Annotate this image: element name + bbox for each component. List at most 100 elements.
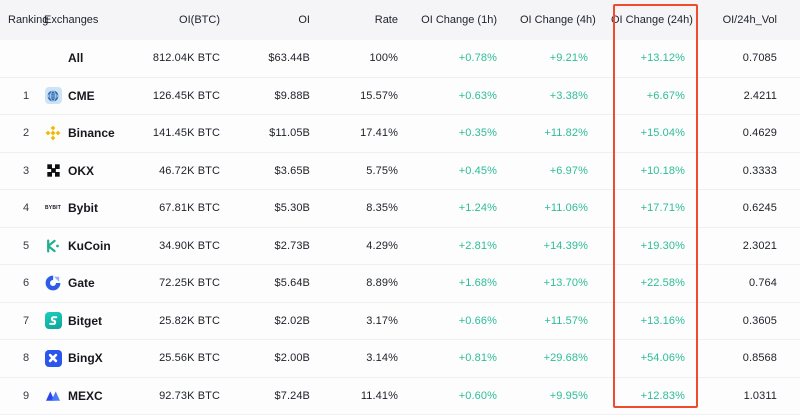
- table-body: All 812.04K BTC $63.44B 100% +0.78% +9.21% +13…: [0, 40, 800, 415]
- exchange-row-kucoin[interactable]: 5 KuCoin 34.90K BTC $2.73B 4.29% +2.81% +14.39…: [0, 228, 800, 265]
- cme-logo-icon: [44, 87, 62, 105]
- cell-oi_btc: 67.81K BTC: [159, 202, 220, 215]
- cell-oi_24h_vol: 2.4211: [743, 89, 777, 102]
- exchange-row-mexc[interactable]: 9 MEXC 92.73K BTC $7.24B 11.41% +0.60% +9.95% +…: [0, 378, 800, 415]
- cell-oi_change_4h: +13.70%: [543, 277, 588, 290]
- cell-ranking: 9: [22, 389, 30, 402]
- cell-exchange: OKX: [44, 162, 140, 180]
- cell-rate: 4.29%: [366, 239, 398, 252]
- cell-oi_change_24h: +19.30%: [640, 239, 685, 252]
- cell-oi_change_4h: +9.21%: [549, 52, 588, 65]
- cell-oi_btc: 25.82K BTC: [159, 314, 220, 327]
- cell-rate: 100%: [369, 52, 398, 65]
- bingx-logo-icon: [44, 349, 62, 367]
- cell-rate: 8.89%: [366, 277, 398, 290]
- column-header-oi_change_4h[interactable]: OI Change (4h): [520, 14, 596, 26]
- column-header-rate[interactable]: Rate: [374, 14, 398, 26]
- cell-oi_change_24h: +22.58%: [640, 277, 685, 290]
- cell-oi: $7.24B: [274, 389, 310, 402]
- cell-exchange: Bitget: [44, 312, 140, 330]
- exchange-name: OKX: [68, 163, 95, 178]
- cell-exchange: CME: [44, 87, 140, 105]
- cell-ranking: 3: [22, 164, 30, 177]
- cell-oi_24h_vol: 1.0311: [743, 389, 777, 402]
- cell-oi_btc: 141.45K BTC: [152, 127, 220, 140]
- cell-oi_change_1h: +0.78%: [458, 52, 497, 65]
- exchange-row-bitget[interactable]: 7 Bitget 25.82K BTC $2.02B 3.17% +0.66% +11.57…: [0, 303, 800, 340]
- cell-oi_change_1h: +0.66%: [458, 314, 497, 327]
- cell-ranking: 4: [22, 202, 30, 215]
- cell-oi_change_1h: +0.45%: [458, 164, 497, 177]
- cell-rate: 17.41%: [360, 127, 398, 140]
- cell-oi_24h_vol: 0.3605: [742, 314, 777, 327]
- cell-oi_change_24h: +54.06%: [640, 352, 685, 365]
- column-header-oi_change_24h[interactable]: OI Change (24h): [611, 14, 693, 26]
- cell-oi_change_1h: +2.81%: [458, 239, 497, 252]
- cell-oi: $5.64B: [274, 277, 310, 290]
- cell-oi: $2.00B: [274, 352, 310, 365]
- cell-oi_change_4h: +11.57%: [544, 314, 588, 327]
- cell-oi_btc: 72.25K BTC: [159, 277, 220, 290]
- cell-oi_change_24h: +6.67%: [646, 89, 685, 102]
- column-header-oi_btc[interactable]: OI(BTC): [179, 14, 220, 26]
- exchange-name: Gate: [68, 276, 95, 291]
- exchange-row-cme[interactable]: 1 CME 126.45K BTC $9.88B 15.57% +0.63% +3.38% +…: [0, 78, 800, 115]
- cell-exchange: Binance: [44, 124, 140, 142]
- okx-logo-icon: [44, 162, 62, 180]
- cell-exchange: BYBIT Bybit: [44, 199, 140, 217]
- cell-oi: $11.05B: [269, 127, 310, 140]
- cell-ranking: 5: [22, 239, 30, 252]
- column-header-exchange[interactable]: Exchanges: [44, 14, 99, 26]
- cell-oi_change_4h: +3.38%: [549, 89, 588, 102]
- table-header-row: Ranking Exchanges OI(BTC) OI Rate OI Change (…: [0, 0, 800, 40]
- cell-oi: $5.30B: [274, 202, 310, 215]
- cell-exchange: BingX: [44, 349, 140, 367]
- cell-oi_btc: 46.72K BTC: [159, 164, 220, 177]
- cell-exchange: KuCoin: [44, 237, 140, 255]
- exchange-row-okx[interactable]: 3 OKX 46.72K BTC $3.65B 5.75% +0.45% +6.97% +10…: [0, 153, 800, 190]
- cell-oi_btc: 126.45K BTC: [152, 89, 220, 102]
- cell-rate: 11.41%: [360, 389, 398, 402]
- column-header-oi_24h_vol[interactable]: OI/24h_Vol: [722, 14, 777, 26]
- cell-oi_change_1h: +1.24%: [458, 202, 497, 215]
- all-summary-row[interactable]: All 812.04K BTC $63.44B 100% +0.78% +9.21% +13…: [0, 40, 800, 78]
- cell-exchange: MEXC: [44, 387, 140, 405]
- cell-oi_btc: 25.56K BTC: [159, 352, 220, 365]
- exchange-row-bybit[interactable]: 4 BYBIT Bybit 67.81K BTC $5.30B 8.35% +1.24% +1…: [0, 190, 800, 228]
- cell-oi_change_24h: +17.71%: [640, 202, 685, 215]
- exchange-name: Bitget: [68, 313, 102, 328]
- column-header-oi[interactable]: OI: [298, 14, 310, 26]
- cell-oi_change_24h: +13.16%: [640, 314, 685, 327]
- cell-oi_change_1h: +0.63%: [458, 89, 497, 102]
- cell-oi_change_24h: +13.12%: [640, 52, 685, 65]
- cell-oi: $2.02B: [274, 314, 310, 327]
- column-header-ranking[interactable]: Ranking: [8, 14, 49, 26]
- exchange-name: Binance: [68, 126, 115, 141]
- exchange-name: BingX: [68, 351, 103, 366]
- cell-oi_change_24h: +15.04%: [640, 127, 685, 140]
- cell-oi_24h_vol: 0.764: [748, 277, 777, 290]
- binance-logo-icon: [44, 124, 62, 142]
- cell-oi_24h_vol: 0.8568: [742, 352, 777, 365]
- cell-oi_btc: 34.90K BTC: [159, 239, 220, 252]
- exchange-row-binance[interactable]: 2 Binance 141.45K BTC $11.05B 17.41% +0.35% +1…: [0, 115, 800, 153]
- cell-exchange: All: [44, 49, 140, 67]
- cell-oi_change_4h: +9.95%: [549, 389, 588, 402]
- exchange-row-gate[interactable]: 6 Gate 72.25K BTC $5.64B 8.89% +1.68% +13.70% +…: [0, 265, 800, 303]
- exchange-name: Bybit: [68, 201, 98, 216]
- cell-oi_change_24h: +12.83%: [640, 389, 685, 402]
- exchange-name: MEXC: [68, 388, 103, 403]
- cell-oi_change_1h: +0.35%: [458, 127, 497, 140]
- cell-oi: $9.88B: [274, 89, 310, 102]
- column-header-oi_change_1h[interactable]: OI Change (1h): [421, 14, 497, 26]
- exchange-name: CME: [68, 88, 95, 103]
- cell-ranking: 8: [22, 352, 30, 365]
- exchange-row-bingx[interactable]: 8 BingX 25.56K BTC $2.00B 3.14% +0.81% +29.68%…: [0, 340, 800, 378]
- cell-ranking: 2: [22, 127, 30, 140]
- exchange-name: All: [68, 51, 84, 66]
- cell-oi_change_24h: +10.18%: [640, 164, 685, 177]
- cell-oi_change_4h: +14.39%: [543, 239, 588, 252]
- cell-oi: $3.65B: [274, 164, 310, 177]
- cell-exchange: Gate: [44, 274, 140, 292]
